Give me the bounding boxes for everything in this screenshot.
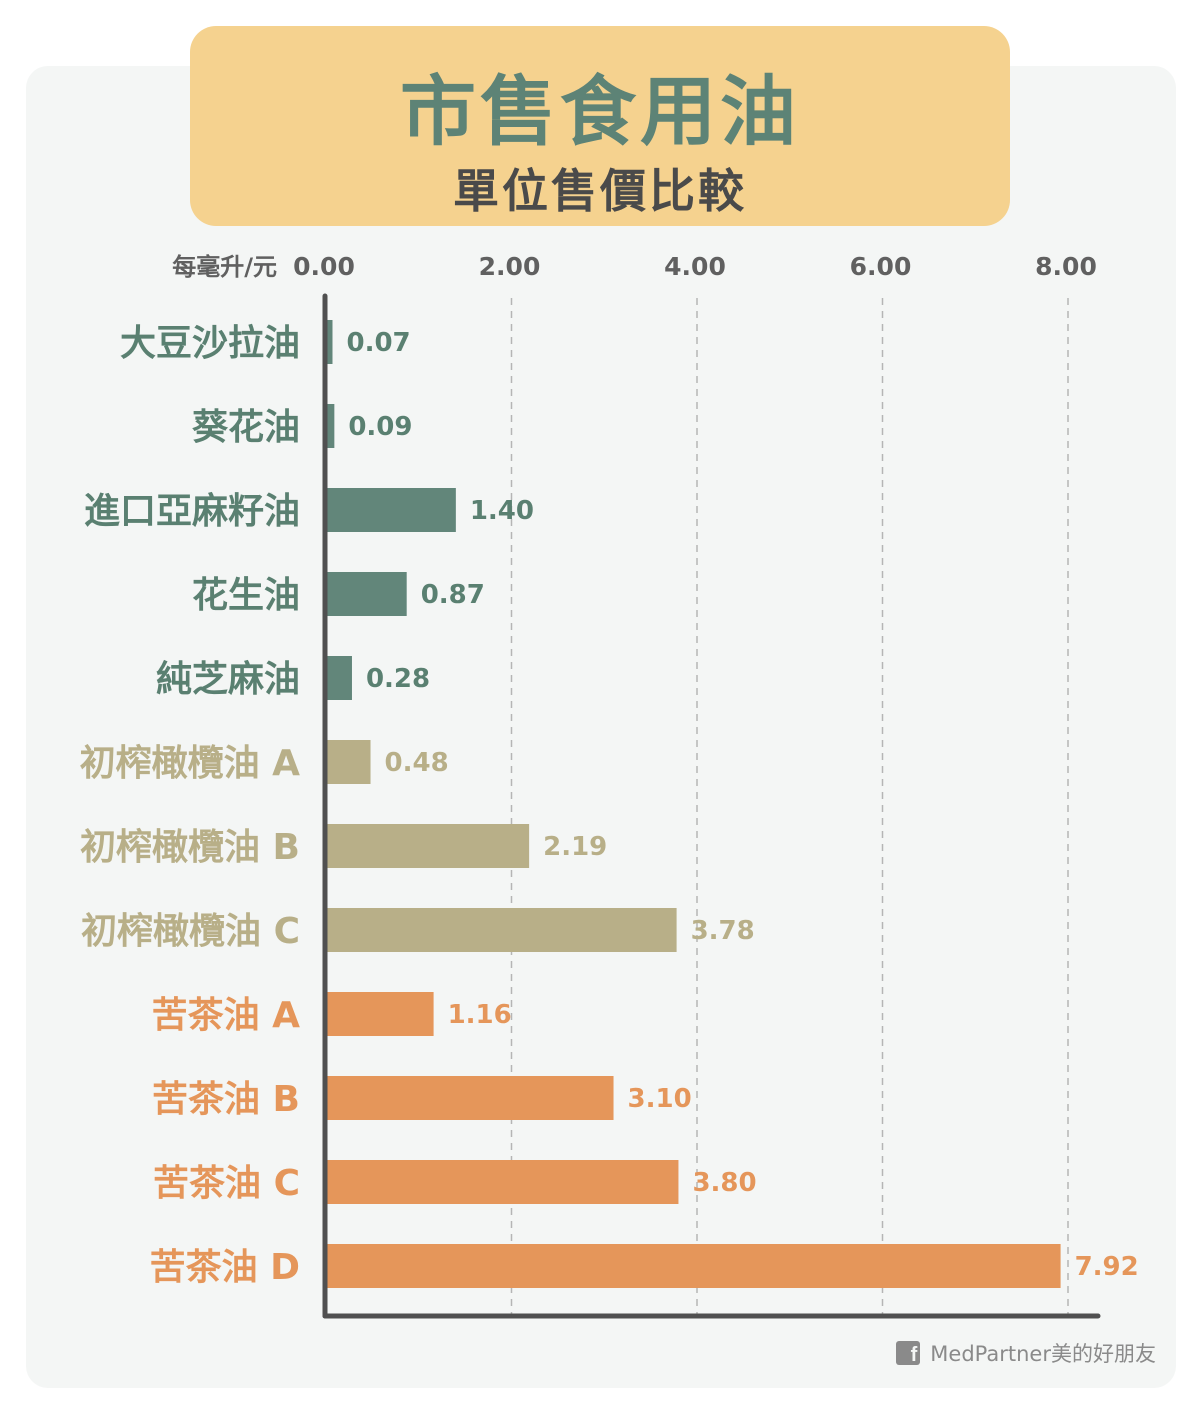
bar xyxy=(326,320,333,364)
value-label: 1.40 xyxy=(470,496,534,526)
category-label: 純芝麻油 xyxy=(156,659,300,700)
category-label: 初榨橄欖油 C xyxy=(81,910,300,952)
x-tick-label: 2.00 xyxy=(479,252,541,281)
credit-text: MedPartner美的好朋友 xyxy=(930,1342,1156,1366)
bar xyxy=(326,908,677,952)
value-label: 1.16 xyxy=(448,1000,512,1030)
value-label: 3.10 xyxy=(628,1084,692,1114)
chart-subtitle: 單位售價比較 xyxy=(453,164,747,218)
unit-label: 每毫升/元 xyxy=(172,253,277,281)
value-label: 0.28 xyxy=(366,664,430,694)
value-label: 7.92 xyxy=(1075,1252,1139,1282)
x-tick-label: 6.00 xyxy=(850,252,912,281)
category-label: 初榨橄欖油 A xyxy=(80,742,301,784)
bar xyxy=(326,404,335,448)
value-label: 0.07 xyxy=(346,328,410,358)
bar xyxy=(326,656,352,700)
category-label: 大豆沙拉油 xyxy=(120,323,300,364)
category-label: 花生油 xyxy=(192,575,300,616)
category-label: 葵花油 xyxy=(192,407,300,448)
x-tick-label: 0.00 xyxy=(293,252,355,281)
value-label: 3.80 xyxy=(692,1168,756,1198)
category-label: 初榨橄欖油 B xyxy=(80,826,300,868)
chart-title: 市售食用油 xyxy=(400,67,800,156)
facebook-icon: f xyxy=(896,1341,921,1365)
x-tick-label: 4.00 xyxy=(664,252,726,281)
category-label: 苦茶油 B xyxy=(152,1079,300,1120)
value-label: 3.78 xyxy=(691,916,755,946)
bar xyxy=(326,572,407,616)
category-label: 苦茶油 D xyxy=(150,1247,300,1288)
bar xyxy=(326,1244,1061,1288)
category-label: 苦茶油 C xyxy=(153,1163,300,1204)
bar xyxy=(326,992,434,1036)
bar xyxy=(326,740,371,784)
bar xyxy=(326,824,530,868)
footer-credit: f MedPartner美的好朋友 xyxy=(896,1338,1156,1368)
bar xyxy=(326,488,456,532)
title-banner: 市售食用油 單位售價比較 xyxy=(190,26,1010,226)
category-label: 苦茶油 A xyxy=(152,995,301,1036)
category-label: 進口亞麻籽油 xyxy=(84,491,300,532)
value-label: 0.48 xyxy=(385,748,449,778)
bar xyxy=(326,1076,614,1120)
bar xyxy=(326,1160,679,1204)
value-label: 2.19 xyxy=(543,832,607,862)
x-tick-label: 8.00 xyxy=(1035,252,1097,281)
value-label: 0.87 xyxy=(421,580,485,610)
value-label: 0.09 xyxy=(348,412,412,442)
